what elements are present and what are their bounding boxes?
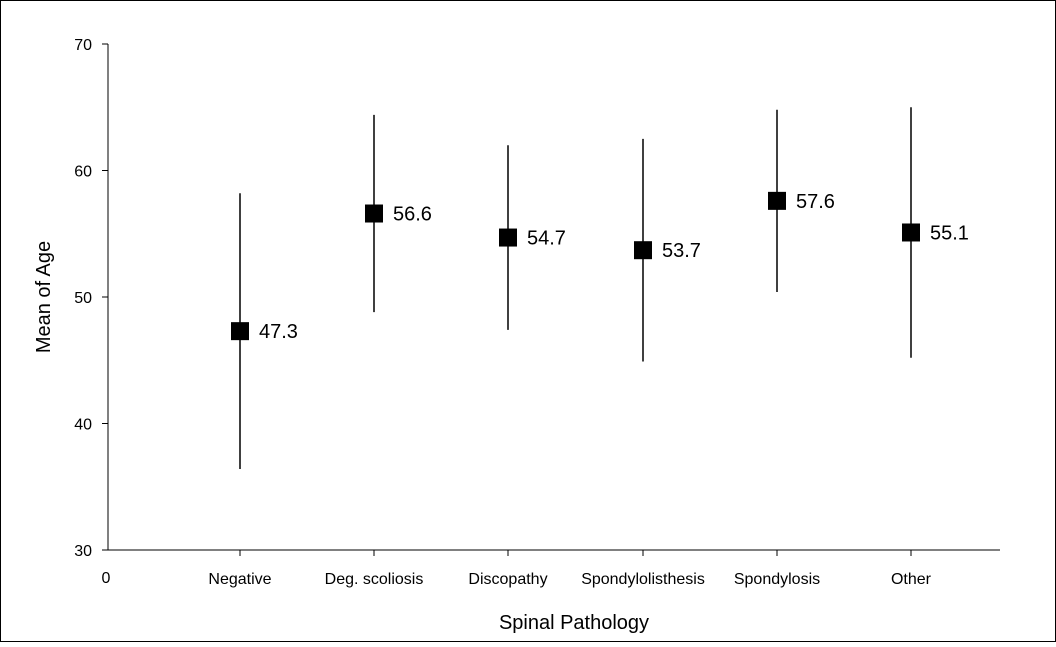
y-tick-label: 30 (74, 543, 92, 560)
data-labels: 47.3 56.6 54.7 53.7 57.6 55.1 (259, 191, 969, 343)
mean-marker (902, 223, 920, 242)
x-tick-label: Deg. scoliosis (325, 571, 424, 588)
x-ticks: Negative Deg. scoliosis Discopathy Spondylo… (208, 550, 932, 588)
mean-marker (499, 228, 517, 247)
x-origin-label: 0 (102, 570, 111, 587)
x-axis-title: Spinal Pathology (499, 612, 649, 634)
data-label: 57.6 (796, 191, 835, 213)
markers (231, 191, 920, 341)
mean-marker (768, 191, 786, 210)
y-axis-title: Mean of Age (33, 241, 55, 353)
data-label: 54.7 (527, 228, 566, 250)
x-tick-label: Other (891, 571, 932, 588)
y-tick-label: 70 (74, 37, 92, 54)
data-label: 53.7 (662, 240, 701, 262)
y-ticks: 30 40 50 60 70 (74, 37, 108, 560)
x-tick-label: Spondylolisthesis (581, 571, 705, 588)
x-tick-label: Discopathy (468, 571, 547, 588)
mean-marker (365, 204, 383, 223)
y-tick-label: 50 (74, 290, 92, 307)
mean-marker (231, 322, 249, 341)
data-label: 47.3 (259, 321, 298, 343)
y-tick-label: 40 (74, 417, 92, 434)
data-label: 56.6 (393, 204, 432, 226)
x-tick-label: Spondylosis (734, 571, 820, 588)
data-label: 55.1 (930, 222, 969, 244)
x-tick-label: Negative (208, 571, 271, 588)
y-tick-label: 60 (74, 164, 92, 181)
mean-marker (634, 241, 652, 260)
